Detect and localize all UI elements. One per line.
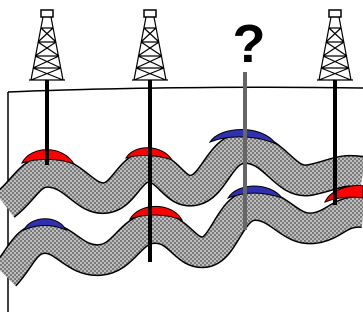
oil-field-diagram: ?	[0, 0, 363, 312]
derrick	[317, 10, 353, 80]
lower-reservoir	[5, 205, 363, 275]
derrick	[29, 10, 65, 80]
derrick	[132, 10, 168, 80]
question-mark: ?	[233, 14, 266, 74]
ground-line	[8, 87, 363, 92]
